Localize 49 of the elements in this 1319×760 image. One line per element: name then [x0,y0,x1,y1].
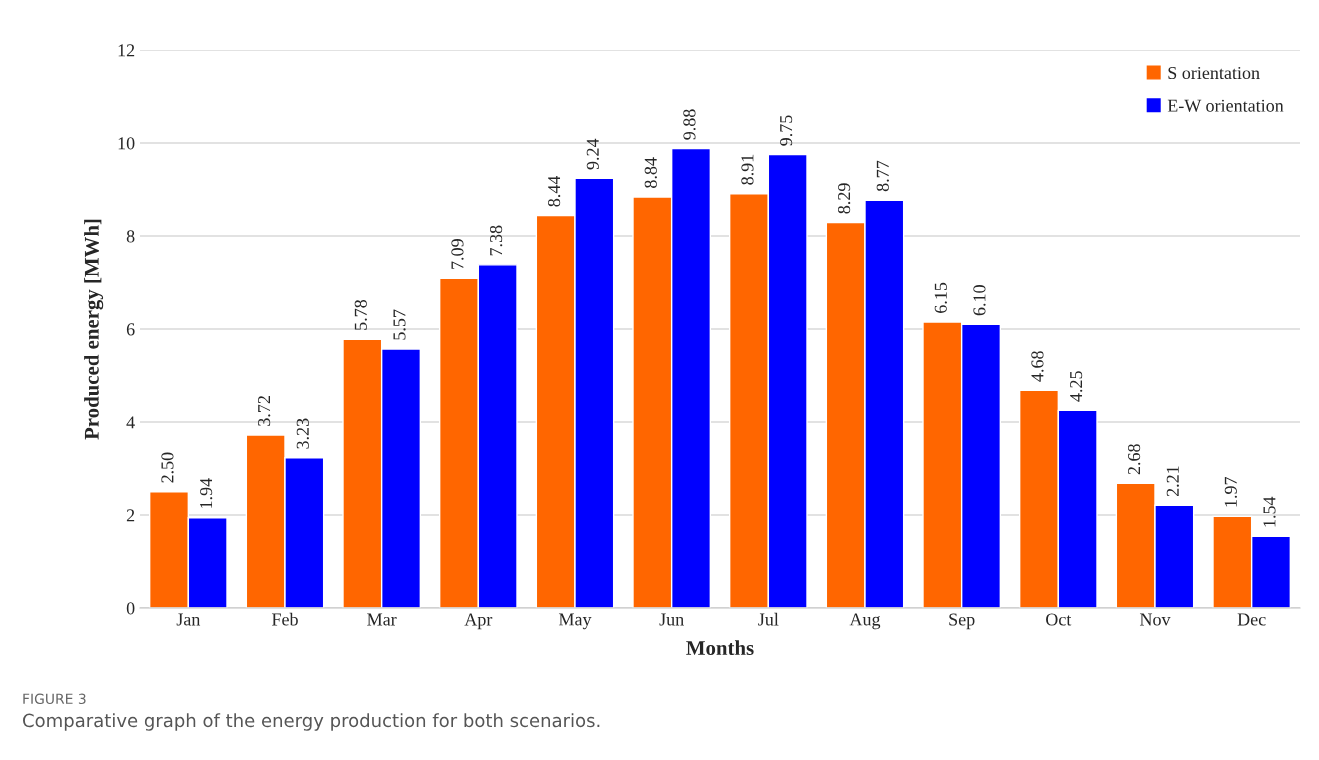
data-label: 5.57 [393,309,406,340]
data-label: 3.72 [258,396,271,426]
data-label: 8.29 [838,183,851,214]
x-tick-label: Apr [464,613,493,630]
data-label: 1.97 [1224,476,1237,507]
y-tick-label: 2 [126,509,135,522]
caption: FIGURE 3 [23,693,86,705]
x-tick-label: Nov [1139,613,1171,626]
data-label: 4.68 [1031,351,1044,382]
data-label: 9.75 [780,115,793,146]
data-label: 2.68 [1128,444,1141,475]
legend-label: S orientation [1168,66,1260,80]
data-label: 2.50 [161,452,174,483]
data-label: 6.10 [973,285,986,316]
data-label: 8.84 [644,157,657,188]
data-label: 8.77 [876,160,889,192]
x-tick-label: Oct [1046,613,1072,626]
data-label: 7.09 [451,239,464,269]
x-tick-label: Jun [659,613,684,626]
y-tick-label: 6 [126,323,135,336]
x-tick-label: Aug [849,613,881,630]
y-tick-label: 12 [118,44,135,57]
data-label: 1.54 [1263,496,1276,527]
data-label: 9.88 [683,109,696,140]
x-tick-label: Feb [271,612,298,626]
x-tick-label: Jan [176,613,201,626]
data-label: 8.44 [548,175,561,207]
y-axis-title: Produced energy [MWh] [84,219,104,440]
y-tick-label: 8 [126,230,135,243]
data-label: 2.21 [1166,466,1179,497]
x-tick-label: May [558,613,592,630]
x-tick-label: Sep [949,613,975,630]
data-label: 3.23 [296,418,309,449]
data-label: 5.78 [354,299,367,330]
legend-label: E-W orientation [1167,99,1284,112]
y-tick-label: 0 [126,602,135,615]
x-tick-label: Mar [367,613,397,626]
data-label: 9.24 [586,138,599,170]
y-tick-label: 4 [126,416,135,429]
data-label: 1.94 [200,478,213,508]
data-label: 7.38 [490,225,503,256]
x-tick-label: Jul [758,612,779,626]
data-label: 6.15 [934,282,947,313]
data-label: 4.25 [1070,371,1083,402]
y-tick-label: 10 [118,137,135,150]
data-label: 8.91 [741,154,754,185]
text: Comparative graph of the energy production for both scenarios. [23,713,600,731]
x-axis-title: Months [686,640,754,656]
x-tick-label: Dec [1237,613,1266,626]
